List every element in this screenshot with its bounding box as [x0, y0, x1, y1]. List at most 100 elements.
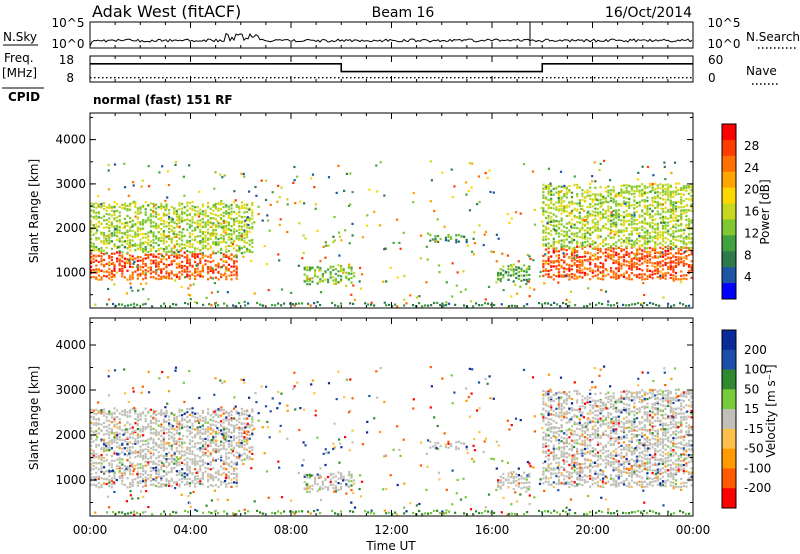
- power-cell: [682, 260, 685, 263]
- power-cell: [690, 260, 693, 263]
- power-cell: [620, 256, 623, 259]
- power-cell: [175, 257, 178, 260]
- power-cell: [222, 264, 225, 267]
- power-cell: [525, 278, 528, 281]
- power-cell: [311, 173, 315, 176]
- velocity-cell: [248, 456, 251, 459]
- power-cell: [570, 200, 574, 203]
- velocity-cell: [181, 443, 184, 446]
- power-cell: [103, 258, 106, 262]
- power-cell: [555, 187, 558, 190]
- power-cell: [602, 197, 605, 200]
- velocity-cell: [204, 470, 207, 473]
- power-cell: [152, 233, 155, 236]
- power-cell: [563, 261, 566, 264]
- power-cell: [646, 207, 649, 210]
- power-cell: [607, 300, 610, 303]
- power-cell: [134, 257, 137, 260]
- power-cell: [157, 274, 160, 277]
- power-cell: [648, 253, 652, 256]
- power-cell: [612, 259, 615, 262]
- power-cell: [110, 223, 113, 226]
- power-cell: [131, 277, 134, 280]
- power-cell: [594, 193, 597, 196]
- power-cell: [100, 231, 103, 234]
- power-cell: [223, 174, 226, 177]
- power-cell: [655, 303, 658, 307]
- power-cell: [308, 266, 311, 269]
- power-cell: [147, 243, 150, 246]
- velocity-cell: [246, 414, 249, 417]
- power-cell: [126, 242, 129, 245]
- power-cell: [248, 190, 251, 193]
- power-cell: [214, 225, 217, 229]
- velocity-cell: [220, 423, 223, 426]
- power-cell: [499, 279, 502, 283]
- power-cell: [651, 270, 654, 273]
- power-cell: [113, 201, 116, 204]
- power-cell: [259, 303, 262, 306]
- velocity-cell: [105, 425, 108, 428]
- power-cell: [628, 197, 631, 200]
- power-cell: [571, 249, 575, 252]
- power-cell: [672, 260, 675, 263]
- velocity-cell: [165, 473, 168, 476]
- power-cell: [512, 268, 515, 271]
- colorbar-tick: 8: [744, 248, 752, 262]
- power-cell: [108, 229, 111, 233]
- power-cell: [667, 261, 670, 265]
- power-cell: [533, 288, 536, 291]
- power-cell: [582, 209, 586, 212]
- power-cell: [628, 237, 631, 240]
- power-cell: [178, 225, 181, 228]
- power-cell: [586, 240, 589, 243]
- power-cell: [542, 236, 545, 239]
- power-cell: [557, 264, 561, 267]
- power-cell: [194, 275, 197, 278]
- velocity-cell: [97, 468, 100, 471]
- power-cell: [316, 229, 319, 232]
- power-cell: [160, 228, 163, 231]
- colorbar-swatch: [722, 171, 736, 189]
- power-cell: [589, 183, 592, 186]
- power-cell: [544, 187, 548, 190]
- power-cell: [654, 237, 657, 240]
- velocity-cell: [105, 432, 108, 435]
- power-cell: [648, 203, 652, 206]
- power-cell: [173, 230, 176, 233]
- power-cell: [243, 230, 246, 233]
- power-cell: [157, 226, 160, 229]
- power-cell: [654, 182, 657, 185]
- y-tick-label: 3000: [55, 177, 86, 191]
- power-cell: [589, 227, 592, 230]
- velocity-cell: [126, 469, 129, 472]
- velocity-cell: [121, 429, 124, 432]
- power-cell: [191, 229, 194, 232]
- power-cell: [170, 261, 173, 264]
- velocity-cell: [204, 453, 207, 456]
- power-cell: [175, 240, 178, 243]
- power-cell: [126, 258, 129, 261]
- power-cell: [661, 189, 665, 192]
- velocity-cell: [152, 460, 155, 463]
- power-cell: [515, 268, 518, 271]
- power-cell: [90, 268, 93, 272]
- power-cell: [594, 246, 597, 249]
- velocity-cell: [188, 452, 191, 455]
- velocity-cell: [116, 434, 119, 437]
- power-cell: [560, 243, 563, 246]
- power-cell: [216, 220, 219, 223]
- power-cell: [517, 277, 520, 281]
- power-cell: [591, 193, 594, 196]
- power-cell: [209, 247, 212, 250]
- velocity-cell: [149, 473, 152, 476]
- power-cell: [633, 214, 636, 217]
- velocity-cell: [220, 432, 223, 435]
- power-cell: [547, 237, 550, 241]
- velocity-cell: [162, 455, 165, 458]
- power-cell: [144, 211, 147, 214]
- power-cell: [625, 237, 628, 240]
- power-cell: [682, 256, 685, 259]
- power-cell: [160, 305, 163, 308]
- velocity-cell: [238, 444, 241, 447]
